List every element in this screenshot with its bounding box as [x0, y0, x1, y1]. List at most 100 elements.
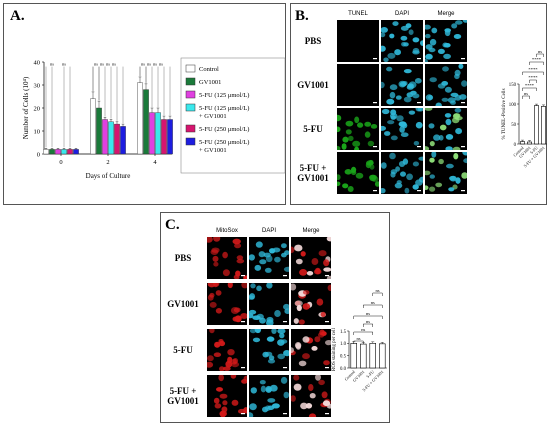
- significance-bracket: [139, 66, 165, 116]
- row-label: 5-FU + GV1001: [297, 163, 329, 183]
- micrograph-dapi: [249, 375, 289, 417]
- x-tick-label: 5-FU: [529, 145, 539, 155]
- y-tick-label: 10: [34, 129, 41, 136]
- micrograph-tunel: [337, 64, 379, 106]
- y-tick-label: 0: [514, 143, 517, 148]
- row-label: PBS: [304, 36, 322, 46]
- bar: [137, 82, 143, 155]
- significance-label: ns: [141, 62, 145, 67]
- bar: [143, 89, 149, 155]
- x-tick-label: 0: [59, 159, 62, 166]
- significance-label: ns: [147, 62, 151, 67]
- significance-label: ns: [94, 62, 98, 67]
- micrograph-merge: [425, 152, 467, 194]
- bar: [55, 149, 61, 155]
- x-tick-label: Control: [343, 369, 356, 382]
- micrograph-dapi: [249, 329, 289, 371]
- significance-label: ****: [525, 83, 535, 88]
- micrograph-dapi: [381, 20, 423, 62]
- significance-label: ns: [538, 49, 542, 54]
- bar: [541, 106, 546, 145]
- significance-bracket: [536, 53, 544, 57]
- bar: [167, 119, 173, 155]
- bar: [350, 343, 357, 369]
- bar: [61, 149, 67, 155]
- bar: [149, 112, 155, 155]
- significance-label: ns: [112, 62, 116, 67]
- micrograph-dapi: [381, 108, 423, 150]
- significance-label: ****: [528, 67, 538, 72]
- y-tick-label: 50: [511, 123, 516, 128]
- bar: [114, 123, 120, 155]
- y-tick-label: 0: [37, 152, 40, 159]
- y-tick-label: 150: [509, 83, 517, 88]
- row-label: 5-FU: [303, 124, 323, 134]
- row-label: GV1001: [167, 299, 199, 309]
- significance-label: ****: [532, 57, 542, 62]
- significance-bracket: [363, 304, 383, 308]
- x-tick-label: GV1001: [352, 369, 366, 383]
- micrograph-merge: [291, 375, 331, 417]
- bar: [102, 119, 108, 155]
- significance-bracket: [45, 66, 65, 148]
- significance-bracket: [522, 95, 530, 99]
- column-label-tunel: TUNEL: [348, 11, 368, 17]
- significance-bracket: [353, 331, 373, 335]
- bar: [161, 119, 167, 155]
- legend-label: 5-FU (125 μmol/L): [199, 92, 249, 99]
- bar: [67, 149, 73, 155]
- legend-swatch: [185, 90, 196, 99]
- bar: [534, 105, 539, 145]
- micrograph-dapi: [249, 283, 289, 325]
- y-tick-label: 1.5: [340, 330, 347, 335]
- micrograph-tunel: [337, 152, 379, 194]
- column-label-merge: Merge: [302, 228, 320, 234]
- micrograph-tunel: [337, 20, 379, 62]
- legend-label: 5-FU (125 μmol/L): [199, 105, 249, 112]
- x-tick-label: Control: [512, 145, 525, 158]
- significance-label: ns: [159, 62, 163, 67]
- panel-a: A. 0 10 20 30 40 Number of Cells (10⁴) Days of…: [3, 3, 286, 205]
- x-tick-label: 5-FU: [365, 369, 375, 379]
- significance-bracket: [145, 66, 171, 116]
- significance-label: ns: [371, 300, 375, 305]
- significance-bracket: [529, 79, 537, 83]
- significance-bracket: [529, 61, 544, 65]
- column-label-merge: Merge: [437, 11, 455, 17]
- micrograph-merge: [291, 237, 331, 279]
- significance-label: ns: [356, 336, 360, 341]
- significance-label: ns: [375, 288, 379, 293]
- y-tick-label: 20: [34, 106, 41, 113]
- micrograph-merge: [425, 108, 467, 150]
- micrograph-merge: [425, 20, 467, 62]
- legend-swatch: [185, 103, 196, 112]
- y-tick-label: 30: [34, 83, 41, 90]
- bar: [96, 107, 102, 155]
- y-tick-label: 0.5: [340, 354, 347, 359]
- x-tick-label: 2: [106, 159, 109, 166]
- significance-bracket: [372, 292, 383, 296]
- significance-label: ns: [62, 62, 66, 67]
- bar: [527, 141, 532, 145]
- significance-label: ****: [528, 75, 538, 80]
- x-axis-label: Days of Culture: [86, 172, 131, 180]
- significance-bracket: [51, 66, 71, 148]
- legend-swatch: [185, 124, 196, 133]
- y-tick-label: 40: [34, 60, 41, 67]
- x-tick-label: 5-FU + GV1001: [523, 145, 546, 168]
- column-label-dapi: DAPI: [261, 228, 276, 234]
- micrograph-mitosox: [207, 329, 247, 371]
- legend-box: [180, 57, 286, 174]
- significance-label: ns: [366, 319, 370, 324]
- micrograph-tunel: [337, 108, 379, 150]
- row-label: GV1001: [297, 80, 329, 90]
- panel-b: B. TUNEL DAPI Merge PBS GV1001 5-FU 5-FU + GV1…: [290, 3, 547, 205]
- micrograph-dapi: [381, 152, 423, 194]
- y-tick-label: 0.0: [340, 367, 347, 372]
- micrograph-mitosox: [207, 375, 247, 417]
- x-tick-label: 5-FU + GV1001: [361, 369, 384, 392]
- column-label-dapi: DAPI: [394, 11, 409, 17]
- legend-label: 5-FU (250 μmol/L): [199, 126, 249, 133]
- legend-swatch: [185, 137, 196, 146]
